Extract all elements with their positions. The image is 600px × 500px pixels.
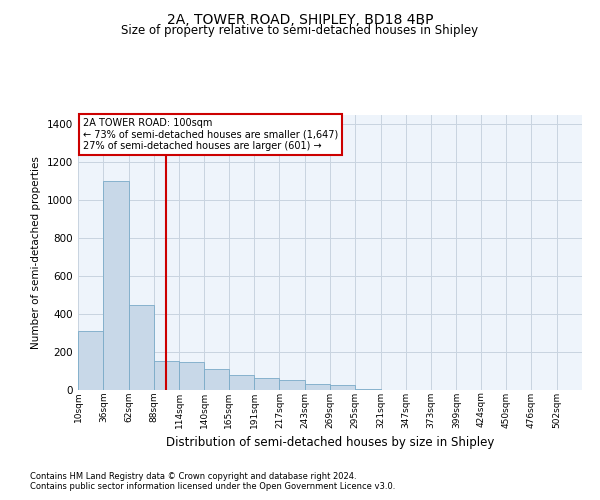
Bar (355, 389, 380, 390)
Bar (229, 375, 254, 390)
Bar (154, 360, 179, 390)
Text: 2A, TOWER ROAD, SHIPLEY, BD18 4BP: 2A, TOWER ROAD, SHIPLEY, BD18 4BP (167, 12, 433, 26)
Bar (205, 369, 229, 390)
Text: Size of property relative to semi-detached houses in Shipley: Size of property relative to semi-detach… (121, 24, 479, 37)
Text: Contains public sector information licensed under the Open Government Licence v3: Contains public sector information licen… (30, 482, 395, 491)
Bar (254, 378, 280, 390)
Bar (280, 380, 305, 390)
Bar (330, 384, 355, 390)
Bar (103, 182, 128, 390)
Text: Distribution of semi-detached houses by size in Shipley: Distribution of semi-detached houses by … (166, 436, 494, 449)
Text: 2A TOWER ROAD: 100sqm
← 73% of semi-detached houses are smaller (1,647)
27% of s: 2A TOWER ROAD: 100sqm ← 73% of semi-deta… (83, 118, 338, 151)
Bar (128, 304, 154, 390)
Text: Contains HM Land Registry data © Crown copyright and database right 2024.: Contains HM Land Registry data © Crown c… (30, 472, 356, 481)
Bar (179, 362, 205, 390)
Y-axis label: Number of semi-detached properties: Number of semi-detached properties (31, 156, 41, 349)
Bar (78, 331, 103, 390)
Bar (305, 384, 330, 390)
